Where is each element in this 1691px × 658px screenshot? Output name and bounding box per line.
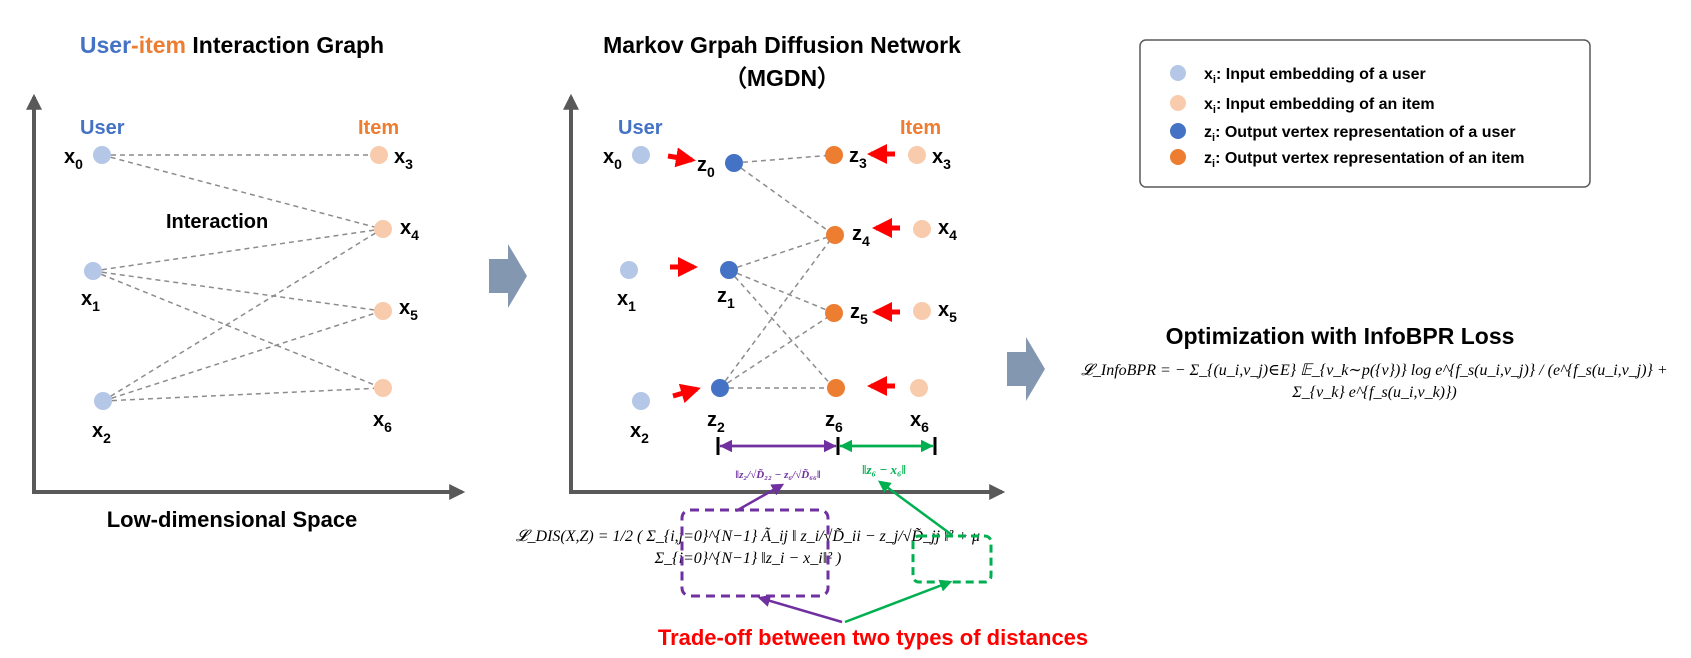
node-x2-middle: [632, 392, 650, 410]
label-x4-middle: x4: [938, 217, 957, 243]
label-x6-middle: x6: [910, 409, 929, 435]
label-z3: z3: [849, 145, 867, 171]
infobpr-formula: 𝓛_InfoBPR = − Σ_{(u_i,v_j)∈E} 𝔼_{v_k∼p({…: [1081, 362, 1668, 401]
node-x0-middle: [632, 146, 650, 164]
label-z0: z0: [697, 154, 715, 180]
green-arrow-up: [877, 480, 953, 537]
legend-item-1: xi: Input embedding of an item: [1204, 96, 1435, 116]
label-x2-middle: x2: [630, 420, 649, 446]
node-z4: [826, 226, 844, 244]
legend-dot-item-input: [1170, 95, 1186, 111]
node-x4-middle: [913, 220, 931, 238]
label-x3-left: x3: [394, 146, 413, 172]
flow-arrow-1: [489, 244, 527, 308]
node-x1-left: [84, 262, 102, 280]
node-z6: [827, 379, 845, 397]
optimization: Optimization with InfoBPR Loss 𝓛_InfoBPR…: [1081, 323, 1668, 401]
label-z6: z6: [825, 409, 843, 435]
label-z5: z5: [850, 301, 868, 327]
fit-term-box: [911, 534, 993, 584]
left-panel-title: User-item Interaction Graph: [80, 32, 384, 58]
mgdn-title-line2: （MGDN）: [724, 65, 840, 91]
item-header-left: Item: [358, 117, 399, 139]
node-x4-left: [374, 220, 392, 238]
label-x1-middle: x1: [617, 288, 636, 314]
purple-arrow-down: [757, 594, 843, 624]
legend-dot-user-output: [1170, 123, 1186, 139]
legend-item-3: zi: Output vertex representation of an i…: [1204, 150, 1524, 170]
node-x0-left: [93, 146, 111, 164]
node-z1: [720, 261, 738, 279]
smooth-distance-label: ‖z₂/√D̃₂₂ − z₆/√D̃₆₆‖: [735, 468, 821, 481]
middle-edges: [719, 154, 835, 389]
node-x6-left: [374, 379, 392, 397]
smooth-term-box: [680, 508, 830, 598]
label-z2: z2: [707, 409, 725, 435]
fit-distance-label: ‖z₆ − x₆‖: [862, 462, 906, 477]
node-x2-left: [94, 392, 112, 410]
label-x1-left: x1: [81, 288, 100, 314]
node-x5-left: [374, 302, 392, 320]
distance-brackets: [716, 437, 937, 455]
node-z3: [825, 146, 843, 164]
label-x3-middle: x3: [932, 146, 951, 172]
dis-loss: 𝓛_DIS(X,Z) = 1/2 ( Σ_{i,j=0}^{N−1} Ã_ij …: [515, 480, 993, 624]
node-z2: [711, 379, 729, 397]
purple-arrow-up: [735, 483, 785, 513]
label-x4-left: x4: [400, 217, 419, 243]
legend-item-2: zi: Output vertex representation of a us…: [1204, 124, 1516, 144]
middle-panel: Markov Grpah Diffusion Network （MGDN） Us…: [563, 32, 1006, 500]
item-header-middle: Item: [900, 117, 941, 139]
optimization-title: Optimization with InfoBPR Loss: [1166, 323, 1515, 349]
left-edges: [92, 154, 383, 402]
red-arrows: [667, 144, 900, 404]
label-x5-middle: x5: [938, 299, 957, 325]
label-x6-left: x6: [373, 409, 392, 435]
mgdn-title-line1: Markov Grpah Diffusion Network: [603, 32, 961, 58]
label-x5-left: x5: [399, 297, 418, 323]
node-x3-left: [370, 146, 388, 164]
green-arrow-down: [844, 579, 953, 624]
node-x5-middle: [913, 302, 931, 320]
tradeoff-caption: Trade-off between two types of distances: [658, 625, 1088, 650]
label-x2-left: x2: [92, 420, 111, 446]
legend-box: [1139, 39, 1591, 188]
axis-caption: Low-dimensional Space: [107, 507, 358, 532]
user-header-left: User: [80, 117, 125, 139]
node-x1-middle: [620, 261, 638, 279]
legend-dot-user-input: [1170, 65, 1186, 81]
label-x0-left: x0: [64, 146, 83, 172]
legend-item-0: xi: Input embedding of a user: [1204, 66, 1426, 86]
node-x3-middle: [908, 146, 926, 164]
left-panel: User-item Interaction Graph User Item In…: [26, 32, 466, 532]
interaction-label: Interaction: [166, 211, 268, 233]
infobpr-formula-box: 𝓛_InfoBPR = − Σ_{(u_i,v_j)∈E} 𝔼_{v_k∼p({…: [1081, 362, 1668, 401]
user-header-middle: User: [618, 117, 663, 139]
label-x0-middle: x0: [603, 146, 622, 172]
flow-arrow-2: [1007, 337, 1045, 401]
dis-formula-box: 𝓛_DIS(X,Z) = 1/2 ( Σ_{i,j=0}^{N−1} Ã_ij …: [515, 528, 981, 567]
node-z5: [825, 304, 843, 322]
node-x6-middle: [910, 379, 928, 397]
legend: xi: Input embedding of a user xi: Input …: [1139, 39, 1591, 188]
label-z1: z1: [717, 285, 735, 311]
legend-dot-item-output: [1170, 149, 1186, 165]
node-z0: [725, 154, 743, 172]
dis-formula: 𝓛_DIS(X,Z) = 1/2 ( Σ_{i,j=0}^{N−1} Ã_ij …: [515, 528, 981, 567]
label-z4: z4: [852, 223, 870, 249]
